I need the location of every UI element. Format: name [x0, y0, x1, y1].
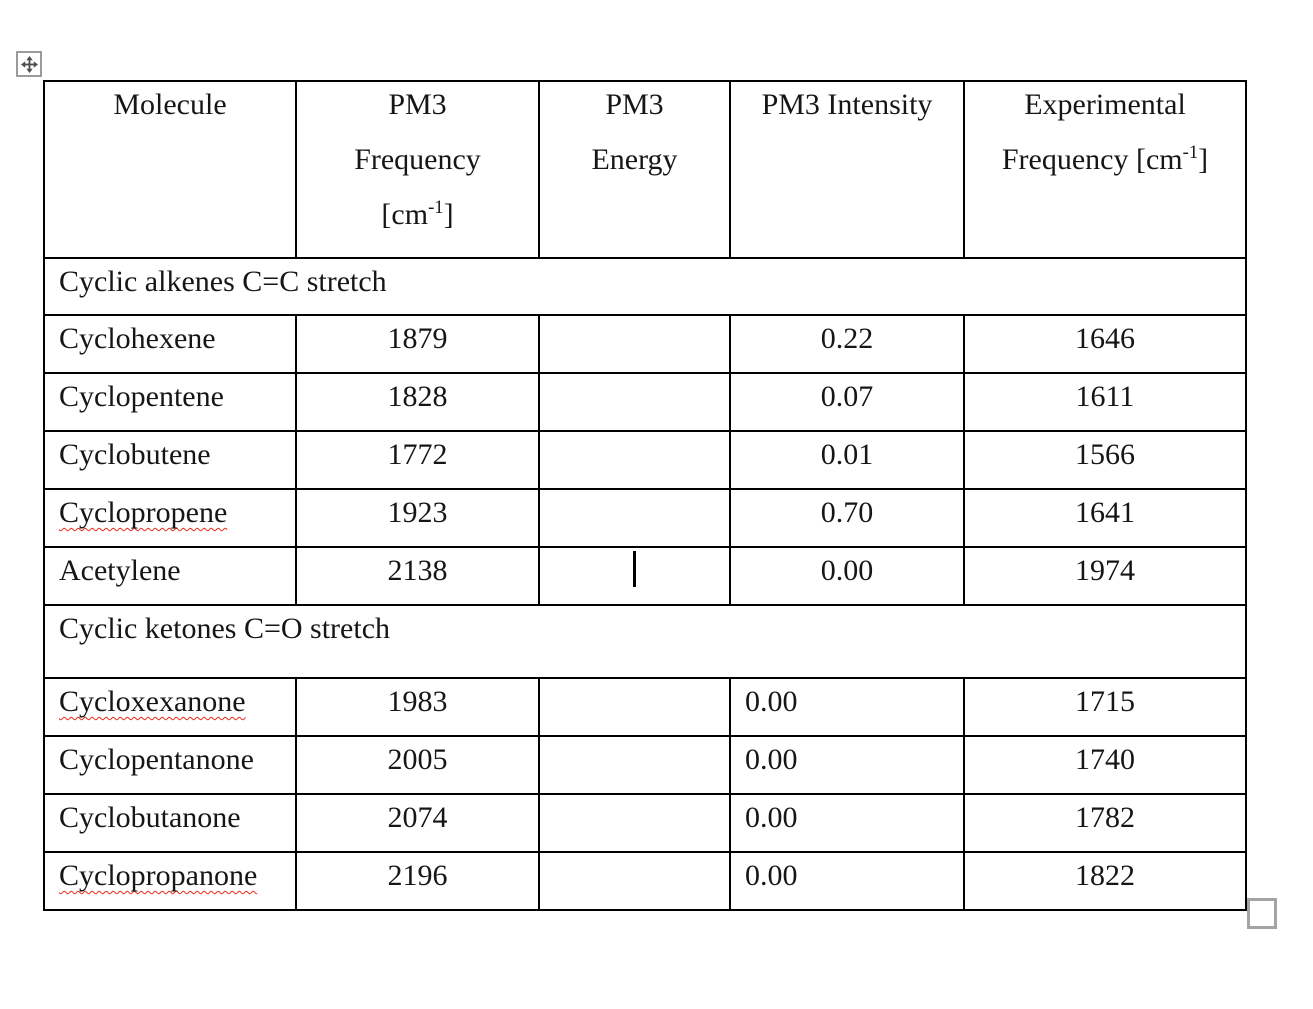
cell-pm3-energy[interactable] — [538, 677, 731, 737]
cell-pm3-frequency[interactable]: 2074 — [295, 793, 540, 853]
table-resize-handle[interactable] — [1247, 898, 1277, 929]
cell-pm3-energy[interactable] — [538, 488, 731, 548]
cell-pm3-intensity[interactable]: 0.00 — [729, 735, 965, 795]
cell-molecule[interactable]: Acetylene — [43, 546, 297, 606]
data-table: Molecule PM3 Frequency [cm-1] PM3 Energy… — [43, 80, 1247, 911]
section-header-row: Cyclic alkenes C=C stretch — [43, 257, 1247, 316]
cell-pm3-energy[interactable] — [538, 735, 731, 795]
cell-pm3-intensity[interactable]: 0.07 — [729, 372, 965, 432]
misspelled-word: Cyclopropanone — [59, 859, 258, 892]
section-title-cyclic-ketones[interactable]: Cyclic ketones C=O stretch — [43, 604, 1247, 679]
cell-experimental-frequency[interactable]: 1822 — [963, 851, 1247, 911]
cell-pm3-frequency[interactable]: 2005 — [295, 735, 540, 795]
cell-experimental-frequency[interactable]: 1782 — [963, 793, 1247, 853]
cell-experimental-frequency[interactable]: 1974 — [963, 546, 1247, 606]
column-header-experimental-frequency[interactable]: Experimental Frequency [cm-1] — [963, 80, 1247, 259]
table-row: Cyclohexene 1879 0.22 1646 — [43, 314, 1247, 374]
cell-pm3-intensity[interactable]: 0.00 — [729, 793, 965, 853]
misspelled-word: Cycloxexanone — [59, 685, 246, 718]
four-way-move-arrow-icon — [20, 55, 38, 73]
section-title-cyclic-alkenes[interactable]: Cyclic alkenes C=C stretch — [43, 257, 1247, 316]
cell-experimental-frequency[interactable]: 1740 — [963, 735, 1247, 795]
cell-pm3-frequency[interactable]: 1879 — [295, 314, 540, 374]
cell-pm3-energy[interactable] — [538, 793, 731, 853]
cell-experimental-frequency[interactable]: 1646 — [963, 314, 1247, 374]
cell-pm3-frequency[interactable]: 1923 — [295, 488, 540, 548]
cell-pm3-intensity[interactable]: 0.00 — [729, 851, 965, 911]
cell-molecule[interactable]: Cyclobutene — [43, 430, 297, 490]
table-row: Cyclobutene 1772 0.01 1566 — [43, 430, 1247, 490]
misspelled-word: Cyclopropene — [59, 496, 228, 529]
cell-pm3-intensity[interactable]: 0.00 — [729, 546, 965, 606]
cell-molecule[interactable]: Cyclopropanone — [43, 851, 297, 911]
column-header-pm3-frequency[interactable]: PM3 Frequency [cm-1] — [295, 80, 540, 259]
cell-experimental-frequency[interactable]: 1611 — [963, 372, 1247, 432]
cell-experimental-frequency[interactable]: 1566 — [963, 430, 1247, 490]
table-row: Acetylene 2138 0.00 1974 — [43, 546, 1247, 606]
cell-pm3-intensity[interactable]: 0.22 — [729, 314, 965, 374]
cell-pm3-frequency[interactable]: 2196 — [295, 851, 540, 911]
cell-molecule[interactable]: Cyclohexene — [43, 314, 297, 374]
cell-experimental-frequency[interactable]: 1715 — [963, 677, 1247, 737]
cell-pm3-energy[interactable] — [538, 372, 731, 432]
table-row: Cyclobutanone 2074 0.00 1782 — [43, 793, 1247, 853]
cell-pm3-intensity[interactable]: 0.01 — [729, 430, 965, 490]
cell-molecule[interactable]: Cyclopropene — [43, 488, 297, 548]
section-header-row: Cyclic ketones C=O stretch — [43, 604, 1247, 679]
cell-pm3-frequency[interactable]: 1772 — [295, 430, 540, 490]
cell-pm3-intensity[interactable]: 0.70 — [729, 488, 965, 548]
table-row: Cycloxexanone 1983 0.00 1715 — [43, 677, 1247, 737]
cell-pm3-frequency[interactable]: 2138 — [295, 546, 540, 606]
column-header-pm3-intensity[interactable]: PM3 Intensity — [729, 80, 965, 259]
cell-experimental-frequency[interactable]: 1641 — [963, 488, 1247, 548]
cell-pm3-energy[interactable] — [538, 851, 731, 911]
table-row: Cyclopentene 1828 0.07 1611 — [43, 372, 1247, 432]
cell-molecule[interactable]: Cycloxexanone — [43, 677, 297, 737]
cell-pm3-energy[interactable] — [538, 430, 731, 490]
table-row: Cyclopropanone 2196 0.00 1822 — [43, 851, 1247, 911]
text-cursor — [633, 551, 636, 587]
cell-pm3-intensity[interactable]: 0.00 — [729, 677, 965, 737]
table-row: Cyclopropene 1923 0.70 1641 — [43, 488, 1247, 548]
cell-molecule[interactable]: Cyclopentanone — [43, 735, 297, 795]
column-header-molecule[interactable]: Molecule — [43, 80, 297, 259]
cell-pm3-frequency[interactable]: 1828 — [295, 372, 540, 432]
cell-molecule[interactable]: Cyclobutanone — [43, 793, 297, 853]
cell-pm3-energy[interactable] — [538, 314, 731, 374]
cell-pm3-frequency[interactable]: 1983 — [295, 677, 540, 737]
cell-molecule[interactable]: Cyclopentene — [43, 372, 297, 432]
cell-pm3-energy[interactable] — [538, 546, 731, 606]
header-row: Molecule PM3 Frequency [cm-1] PM3 Energy… — [43, 80, 1247, 259]
table-row: Cyclopentanone 2005 0.00 1740 — [43, 735, 1247, 795]
column-header-pm3-energy[interactable]: PM3 Energy — [538, 80, 731, 259]
table-move-handle[interactable] — [16, 51, 42, 77]
